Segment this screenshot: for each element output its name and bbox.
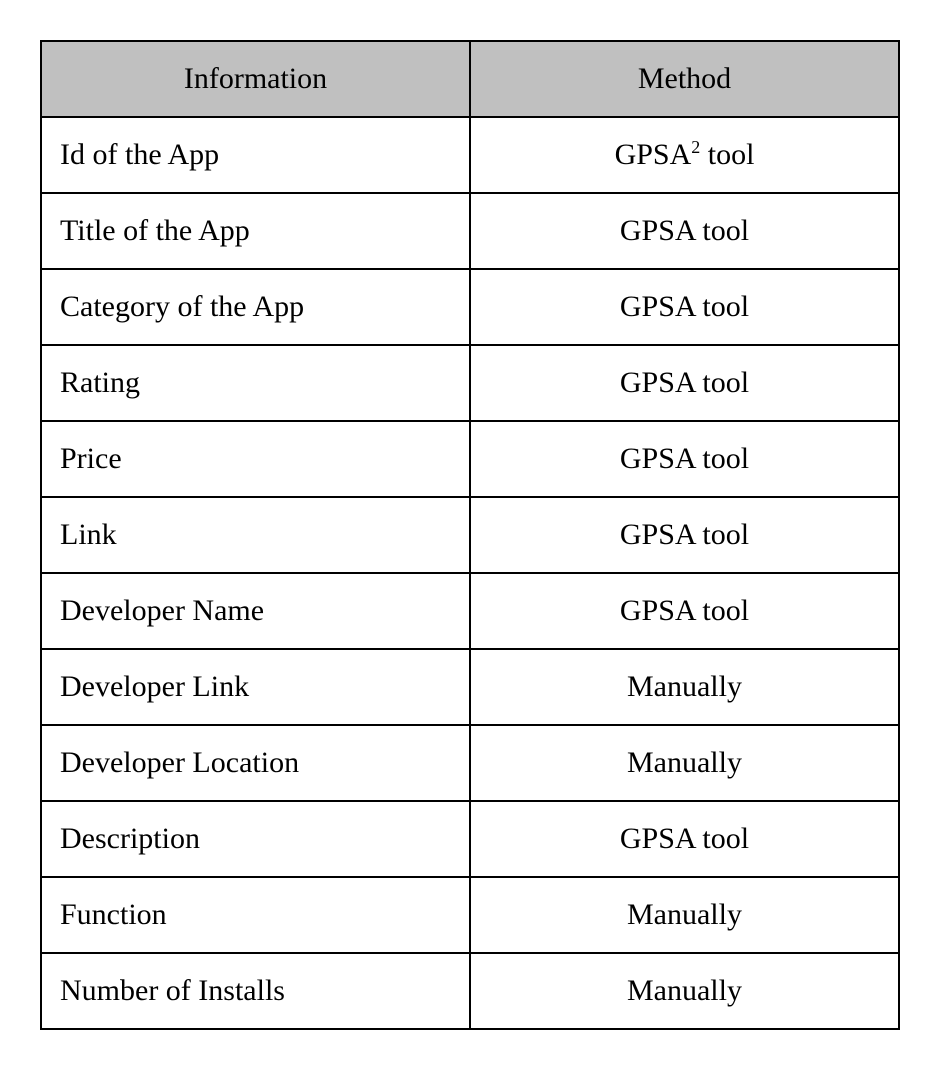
table-row: Function Manually: [41, 877, 899, 953]
method-cell: GPSA tool: [470, 421, 899, 497]
method-text: GPSA tool: [620, 290, 749, 323]
table-body: Id of the AppGPSA2 toolTitle of the AppG…: [41, 117, 899, 1029]
method-text: Manually: [627, 746, 742, 779]
table-row: Title of the App GPSA tool: [41, 193, 899, 269]
method-suffix: tool: [700, 138, 754, 171]
method-text: GPSA tool: [620, 214, 749, 247]
info-cell: Description: [41, 801, 470, 877]
info-cell: Category of the App: [41, 269, 470, 345]
table-row: Description GPSA tool: [41, 801, 899, 877]
method-cell: GPSA tool: [470, 573, 899, 649]
table-row: Category of the App GPSA tool: [41, 269, 899, 345]
info-cell: Id of the App: [41, 117, 470, 193]
method-text: GPSA tool: [620, 442, 749, 475]
method-cell: Manually: [470, 725, 899, 801]
info-cell: Developer Link: [41, 649, 470, 725]
method-cell: Manually: [470, 877, 899, 953]
method-cell: Manually: [470, 953, 899, 1029]
method-text: GPSA tool: [620, 366, 749, 399]
method-cell: Manually: [470, 649, 899, 725]
info-cell: Function: [41, 877, 470, 953]
method-text: GPSA: [615, 138, 692, 171]
table-row: Developer Location Manually: [41, 725, 899, 801]
method-cell: GPSA tool: [470, 497, 899, 573]
table-header-row: Information Method: [41, 41, 899, 117]
method-text: GPSA tool: [620, 822, 749, 855]
info-cell: Number of Installs: [41, 953, 470, 1029]
table-row: Rating GPSA tool: [41, 345, 899, 421]
col-header-information: Information: [41, 41, 470, 117]
method-text: Manually: [627, 974, 742, 1007]
info-cell: Developer Name: [41, 573, 470, 649]
method-text: Manually: [627, 670, 742, 703]
table-row: Developer Link Manually: [41, 649, 899, 725]
table-row: Id of the AppGPSA2 tool: [41, 117, 899, 193]
method-text: Manually: [627, 898, 742, 931]
method-superscript: 2: [691, 137, 700, 157]
table-row: Developer Name GPSA tool: [41, 573, 899, 649]
info-cell: Link: [41, 497, 470, 573]
method-cell: GPSA tool: [470, 193, 899, 269]
info-cell: Title of the App: [41, 193, 470, 269]
method-cell: GPSA tool: [470, 345, 899, 421]
method-cell: GPSA2 tool: [470, 117, 899, 193]
col-header-method: Method: [470, 41, 899, 117]
method-text: GPSA tool: [620, 594, 749, 627]
info-method-table: Information Method Id of the AppGPSA2 to…: [40, 40, 900, 1030]
table-row: Price GPSA tool: [41, 421, 899, 497]
info-cell: Price: [41, 421, 470, 497]
table-row: Link GPSA tool: [41, 497, 899, 573]
info-cell: Rating: [41, 345, 470, 421]
table-row: Number of Installs Manually: [41, 953, 899, 1029]
method-cell: GPSA tool: [470, 801, 899, 877]
info-cell: Developer Location: [41, 725, 470, 801]
method-text: GPSA tool: [620, 518, 749, 551]
method-cell: GPSA tool: [470, 269, 899, 345]
